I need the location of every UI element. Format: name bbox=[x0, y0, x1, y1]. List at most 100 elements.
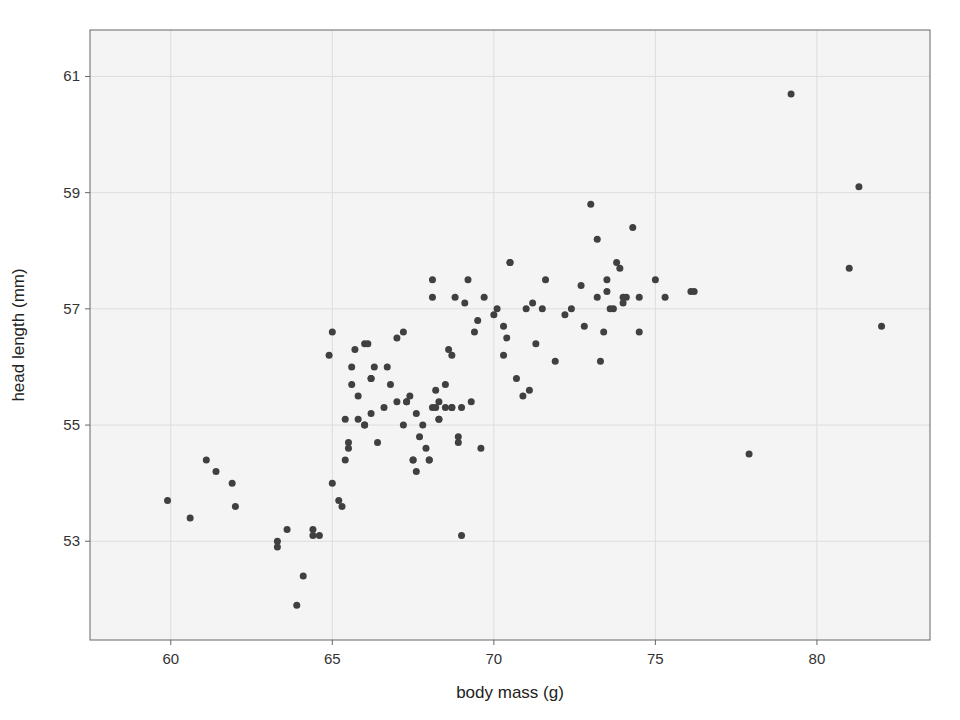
point bbox=[293, 602, 300, 609]
point bbox=[435, 416, 442, 423]
point bbox=[435, 416, 442, 423]
grid-line-y bbox=[90, 425, 930, 426]
point bbox=[636, 329, 643, 336]
point bbox=[368, 375, 375, 382]
point bbox=[500, 352, 507, 359]
point bbox=[410, 456, 417, 463]
axes: 60657075805355575961 bbox=[63, 67, 825, 667]
point bbox=[400, 422, 407, 429]
point bbox=[229, 480, 236, 487]
point bbox=[442, 381, 449, 388]
point bbox=[423, 445, 430, 452]
point bbox=[494, 305, 501, 312]
point bbox=[329, 480, 336, 487]
point bbox=[503, 334, 510, 341]
point bbox=[539, 305, 546, 312]
point bbox=[339, 503, 346, 510]
point bbox=[410, 456, 417, 463]
point bbox=[164, 497, 171, 504]
grid-line-x bbox=[493, 30, 494, 640]
point bbox=[568, 305, 575, 312]
point bbox=[452, 294, 459, 301]
tick-label-x: 70 bbox=[486, 650, 503, 667]
tick-label-x: 80 bbox=[809, 650, 826, 667]
tick-label-y: 61 bbox=[63, 67, 80, 84]
x-axis-label: body mass (g) bbox=[456, 683, 564, 702]
point bbox=[426, 456, 433, 463]
point bbox=[364, 340, 371, 347]
point bbox=[448, 352, 455, 359]
point bbox=[374, 439, 381, 446]
points bbox=[164, 90, 885, 608]
grid-line-x bbox=[170, 30, 171, 640]
point bbox=[552, 358, 559, 365]
point bbox=[432, 387, 439, 394]
tick-x bbox=[170, 640, 171, 645]
point bbox=[600, 329, 607, 336]
point bbox=[542, 276, 549, 283]
point bbox=[232, 503, 239, 510]
point bbox=[513, 375, 520, 382]
point bbox=[203, 456, 210, 463]
tick-y bbox=[85, 425, 90, 426]
chart-container: 60657075805355575961body mass (g)head le… bbox=[0, 0, 960, 720]
point bbox=[448, 404, 455, 411]
point bbox=[594, 236, 601, 243]
point bbox=[581, 323, 588, 330]
point bbox=[400, 329, 407, 336]
tick-label-x: 60 bbox=[162, 650, 179, 667]
point bbox=[368, 375, 375, 382]
point bbox=[448, 404, 455, 411]
grid-line-y bbox=[90, 76, 930, 77]
point bbox=[500, 323, 507, 330]
point bbox=[481, 294, 488, 301]
point bbox=[419, 422, 426, 429]
point bbox=[610, 305, 617, 312]
grid bbox=[90, 30, 930, 640]
point bbox=[435, 398, 442, 405]
tick-y bbox=[85, 76, 90, 77]
plot-area bbox=[90, 30, 930, 640]
tick-x bbox=[332, 640, 333, 645]
grid-line-x bbox=[816, 30, 817, 640]
point bbox=[465, 276, 472, 283]
point bbox=[455, 433, 462, 440]
point bbox=[652, 276, 659, 283]
tick-label-y: 53 bbox=[63, 532, 80, 549]
point bbox=[507, 259, 514, 266]
point bbox=[846, 265, 853, 272]
point bbox=[326, 352, 333, 359]
point bbox=[532, 340, 539, 347]
point bbox=[526, 387, 533, 394]
point bbox=[691, 288, 698, 295]
point bbox=[371, 363, 378, 370]
point bbox=[413, 410, 420, 417]
grid-line-x bbox=[655, 30, 656, 640]
tick-label-y: 55 bbox=[63, 416, 80, 433]
tick-label-x: 65 bbox=[324, 650, 341, 667]
point bbox=[662, 294, 669, 301]
point bbox=[623, 294, 630, 301]
tick-x bbox=[816, 640, 817, 645]
point bbox=[429, 294, 436, 301]
point bbox=[578, 282, 585, 289]
tick-x bbox=[493, 640, 494, 645]
point bbox=[629, 224, 636, 231]
plot-frame bbox=[90, 30, 930, 640]
point bbox=[213, 468, 220, 475]
point bbox=[342, 456, 349, 463]
point bbox=[878, 323, 885, 330]
point bbox=[461, 300, 468, 307]
tick-label-y: 59 bbox=[63, 184, 80, 201]
point bbox=[474, 317, 481, 324]
point bbox=[393, 334, 400, 341]
point bbox=[523, 305, 530, 312]
tick-y bbox=[85, 308, 90, 309]
point bbox=[458, 532, 465, 539]
grid-line-y bbox=[90, 192, 930, 193]
point bbox=[529, 300, 536, 307]
point bbox=[342, 416, 349, 423]
point bbox=[355, 393, 362, 400]
point bbox=[351, 346, 358, 353]
point bbox=[594, 294, 601, 301]
